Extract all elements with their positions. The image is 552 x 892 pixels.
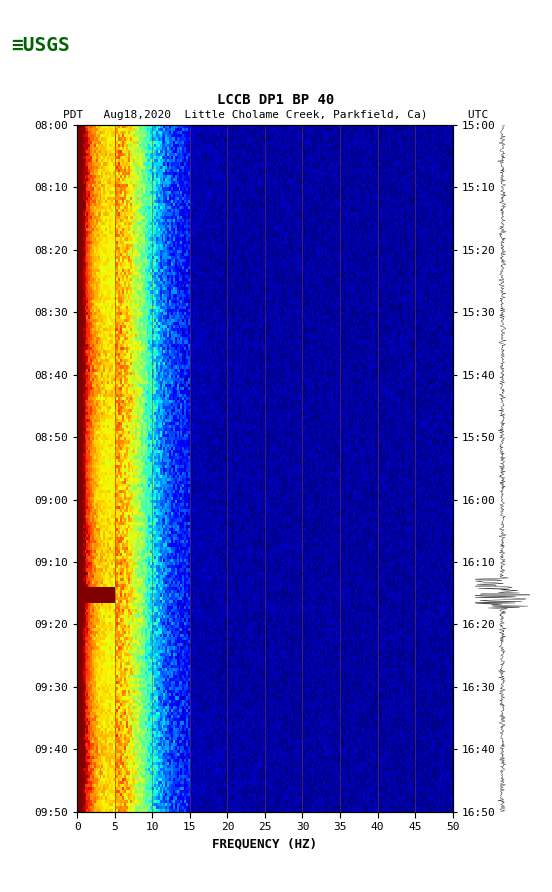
Text: PDT   Aug18,2020  Little Cholame Creek, Parkfield, Ca)      UTC: PDT Aug18,2020 Little Cholame Creek, Par…	[63, 111, 489, 120]
X-axis label: FREQUENCY (HZ): FREQUENCY (HZ)	[213, 838, 317, 851]
Text: LCCB DP1 BP 40: LCCB DP1 BP 40	[217, 93, 335, 107]
Text: ≡USGS: ≡USGS	[11, 36, 70, 54]
